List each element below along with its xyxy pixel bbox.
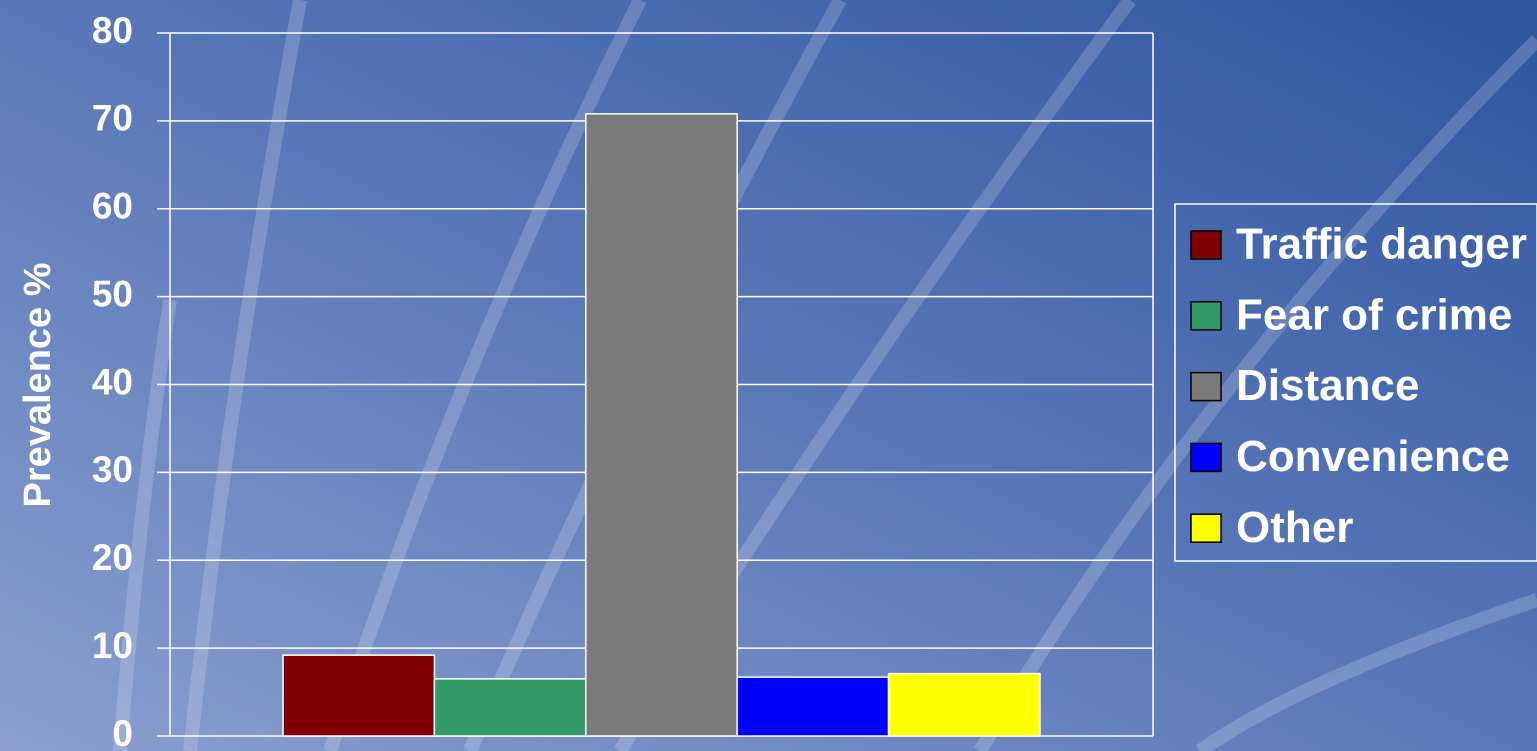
legend-label: Traffic danger (1236, 220, 1527, 269)
y-tick-label: 80 (92, 10, 133, 51)
bar (585, 113, 738, 737)
bar (282, 654, 436, 737)
legend-label: Other (1236, 503, 1353, 552)
y-tick-label: 40 (92, 361, 133, 402)
legend-swatch (1190, 513, 1222, 543)
legend-label: Fear of crime (1236, 290, 1512, 339)
legend-label: Convenience (1236, 432, 1510, 481)
legend-box (1174, 203, 1537, 562)
legend-label: Distance (1236, 361, 1419, 410)
y-tick-label: 0 (112, 713, 133, 751)
y-tick-label: 70 (92, 98, 133, 139)
y-tick-label: 10 (92, 625, 133, 666)
bar (736, 676, 890, 737)
legend-swatch (1190, 371, 1222, 402)
y-axis-title: Prevalence % (17, 262, 59, 507)
bar (887, 672, 1041, 737)
legend-swatch (1190, 442, 1222, 473)
legend-swatch (1190, 301, 1222, 331)
y-tick-label: 60 (92, 186, 133, 227)
y-tick-label: 30 (92, 449, 133, 490)
y-tick-label: 20 (92, 537, 133, 578)
y-tick-label: 50 (92, 273, 133, 314)
legend-swatch (1190, 230, 1222, 260)
bar (433, 678, 587, 737)
